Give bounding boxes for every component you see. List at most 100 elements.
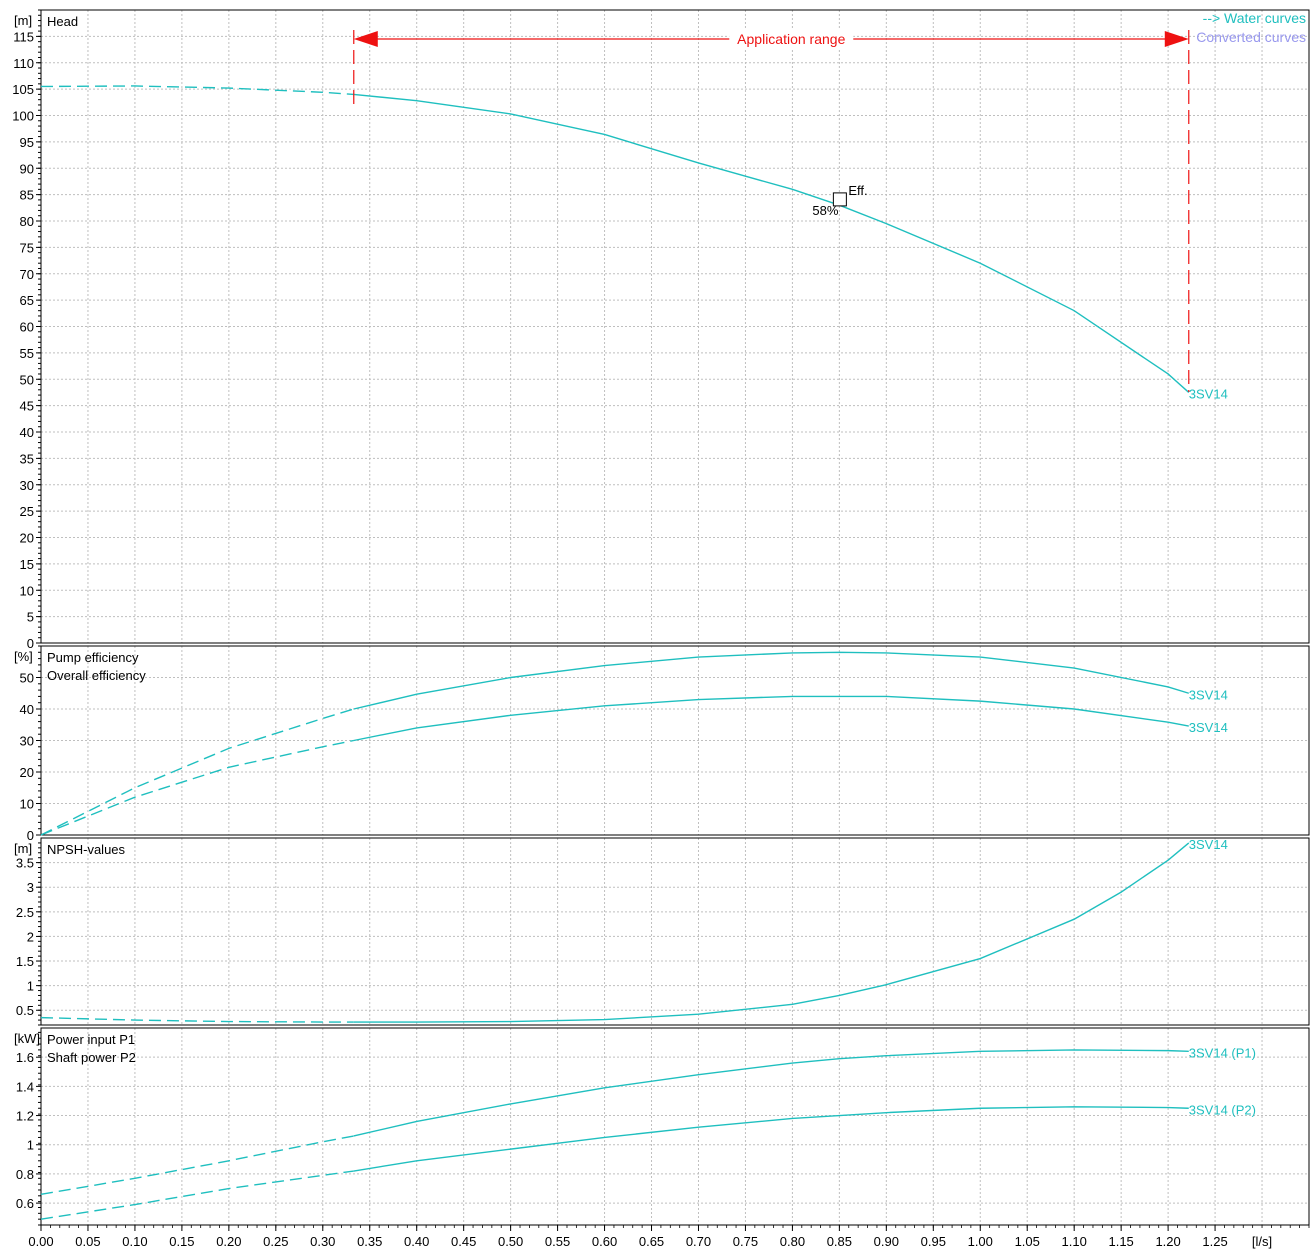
x-tick-label: 0.90 <box>874 1234 899 1249</box>
panel-subtitle: Overall efficiency <box>47 668 146 683</box>
x-tick-label: 0.85 <box>827 1234 852 1249</box>
legend-converted-curves: Converted curves <box>1196 29 1306 45</box>
x-tick-label: 0.15 <box>169 1234 194 1249</box>
x-tick-label: 0.30 <box>310 1234 335 1249</box>
curve-solid-segment <box>353 651 1189 710</box>
panel-frame <box>40 9 1310 644</box>
x-tick-label: 0.75 <box>733 1234 758 1249</box>
curve-label: 3SV14 <box>1189 720 1228 735</box>
curve-solid-segment <box>353 842 1190 1023</box>
y-tick-label: 45 <box>20 399 34 414</box>
y-tick-label: 75 <box>20 240 34 255</box>
y-tick-label: 0.6 <box>16 1196 34 1211</box>
y-tick-label: 0.5 <box>16 1003 34 1018</box>
y-tick-label: 2 <box>27 929 34 944</box>
efficiency-point-label: Eff. <box>848 183 867 198</box>
x-tick-label: 0.50 <box>498 1234 523 1249</box>
y-tick-label: 90 <box>20 161 34 176</box>
application-range-right-arrow <box>1164 31 1189 47</box>
y-tick-label: 20 <box>20 531 34 546</box>
curve-solid-segment <box>353 93 1190 393</box>
x-tick-label: 1.00 <box>968 1234 993 1249</box>
y-tick-label: 35 <box>20 451 34 466</box>
y-tick-label: 0 <box>27 636 34 651</box>
panel-frame <box>40 1027 1310 1226</box>
efficiency-point-value: 58% <box>812 203 838 218</box>
curve-dashed-segment <box>40 1170 354 1220</box>
y-tick-label: 3 <box>27 880 34 895</box>
curve-dashed-segment <box>40 85 354 96</box>
y-tick-label: 40 <box>20 425 34 440</box>
y-tick-label: 60 <box>20 320 34 335</box>
efficiency-point-marker <box>832 192 847 207</box>
curve-dashed-segment <box>40 1016 354 1023</box>
y-tick-label: 5 <box>27 610 34 625</box>
y-tick-label: 80 <box>20 214 34 229</box>
y-unit-label: [m] <box>14 13 32 28</box>
y-tick-label: 95 <box>20 135 34 150</box>
y-tick-label: 1 <box>27 979 34 994</box>
x-tick-label: 0.80 <box>780 1234 805 1249</box>
application-range-label: Application range <box>737 31 845 47</box>
curve-solid-segment <box>353 1106 1189 1172</box>
y-tick-label: 30 <box>20 478 34 493</box>
x-tick-label: 0.60 <box>592 1234 617 1249</box>
x-tick-label: 1.05 <box>1015 1234 1040 1249</box>
curve-solid-segment <box>353 695 1189 742</box>
y-unit-label: [kW] <box>14 1031 40 1046</box>
x-tick-label: 0.40 <box>404 1234 429 1249</box>
y-tick-label: 1.2 <box>16 1109 34 1124</box>
y-unit-label: [m] <box>14 841 32 856</box>
y-tick-label: 40 <box>20 702 34 717</box>
x-tick-label: 0.25 <box>263 1234 288 1249</box>
x-tick-label: 0.45 <box>451 1234 476 1249</box>
y-tick-label: 50 <box>20 671 34 686</box>
y-tick-label: 105 <box>12 82 34 97</box>
panel-title: Power input P1 <box>47 1032 135 1047</box>
x-tick-label: 1.20 <box>1155 1234 1180 1249</box>
y-tick-label: 1.6 <box>16 1050 34 1065</box>
y-tick-label: 100 <box>12 109 34 124</box>
y-tick-label: 1 <box>27 1138 34 1153</box>
curve-solid-segment <box>353 1049 1189 1137</box>
legend-water-curves: --> Water curves <box>1203 10 1306 26</box>
panel-title: NPSH-values <box>47 842 126 857</box>
y-tick-label: 55 <box>20 346 34 361</box>
curve-dashed-segment <box>40 708 354 836</box>
y-tick-label: 25 <box>20 504 34 519</box>
x-tick-label: 0.10 <box>122 1234 147 1249</box>
curve-label: 3SV14 <box>1189 837 1228 852</box>
y-tick-label: 70 <box>20 267 34 282</box>
y-tick-label: 2.5 <box>16 905 34 920</box>
curve-label: 3SV14 <box>1189 687 1228 702</box>
y-tick-label: 0 <box>27 828 34 843</box>
y-tick-label: 20 <box>20 765 34 780</box>
x-tick-label: 0.55 <box>545 1234 570 1249</box>
x-tick-label: 0.00 <box>28 1234 53 1249</box>
panel-frame <box>40 645 1310 836</box>
y-tick-label: 0.8 <box>16 1167 34 1182</box>
y-tick-label: 10 <box>20 797 34 812</box>
x-tick-label: 1.25 <box>1202 1234 1227 1249</box>
y-tick-label: 65 <box>20 293 34 308</box>
y-tick-label: 15 <box>20 557 34 572</box>
application-range-label-bg <box>729 30 854 48</box>
x-tick-label: 1.15 <box>1108 1234 1133 1249</box>
x-tick-label: 0.35 <box>357 1234 382 1249</box>
y-tick-label: 110 <box>13 56 34 71</box>
x-tick-label: 0.65 <box>639 1234 664 1249</box>
panel-frame <box>40 837 1310 1026</box>
panel-title: Pump efficiency <box>47 650 139 665</box>
x-tick-label: 0.70 <box>686 1234 711 1249</box>
y-tick-label: 30 <box>20 734 34 749</box>
curve-label: 3SV14 (P1) <box>1189 1045 1256 1060</box>
application-range-left-arrow <box>353 31 378 47</box>
y-tick-label: 3.5 <box>16 856 34 871</box>
panel-subtitle: Shaft power P2 <box>47 1050 136 1065</box>
y-tick-label: 1.4 <box>16 1079 34 1094</box>
y-tick-label: 85 <box>20 188 34 203</box>
y-tick-label: 1.5 <box>16 954 34 969</box>
y-tick-label: 50 <box>20 372 34 387</box>
